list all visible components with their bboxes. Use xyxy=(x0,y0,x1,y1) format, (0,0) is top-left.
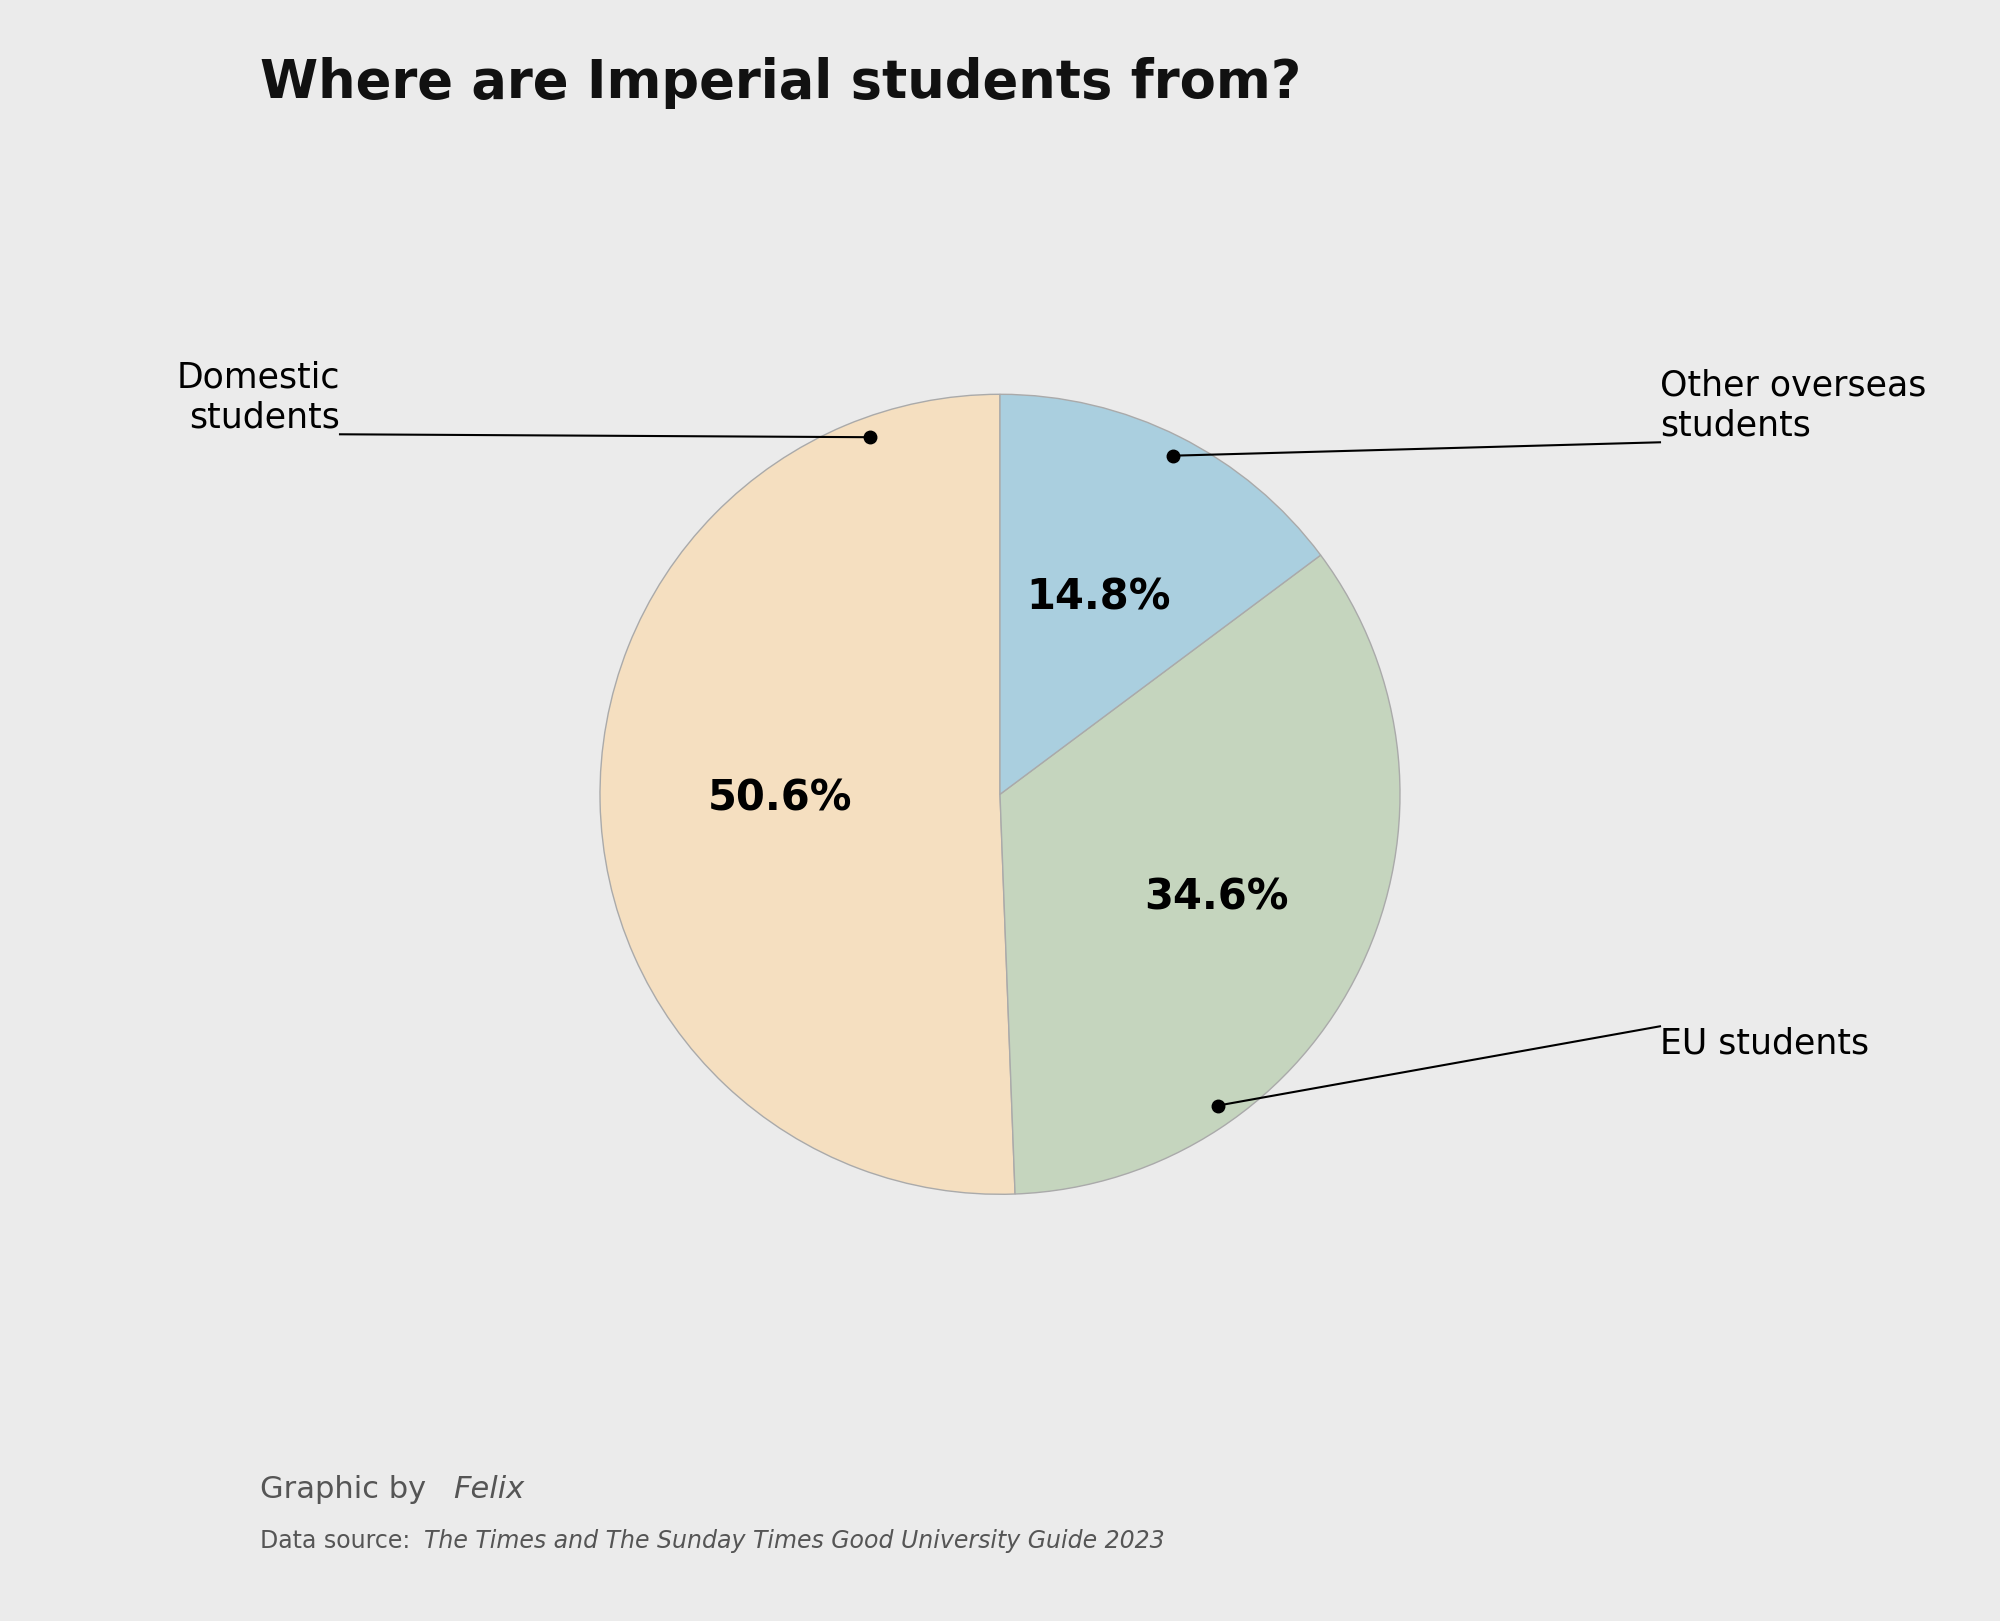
Text: Where are Imperial students from?: Where are Imperial students from? xyxy=(260,57,1302,109)
Text: 50.6%: 50.6% xyxy=(708,778,852,820)
Text: 14.8%: 14.8% xyxy=(1026,577,1170,619)
Text: The Times and The Sunday Times Good University Guide 2023: The Times and The Sunday Times Good Univ… xyxy=(424,1529,1164,1553)
Text: 34.6%: 34.6% xyxy=(1144,877,1288,919)
Text: EU students: EU students xyxy=(1660,1026,1870,1060)
Wedge shape xyxy=(600,394,1016,1195)
Text: Data source:: Data source: xyxy=(260,1529,418,1553)
Wedge shape xyxy=(1000,554,1400,1195)
Text: Graphic by: Graphic by xyxy=(260,1475,436,1504)
Text: Domestic
students: Domestic students xyxy=(176,361,340,434)
Text: Other overseas
students: Other overseas students xyxy=(1660,370,1926,443)
Text: Felix: Felix xyxy=(454,1475,524,1504)
Wedge shape xyxy=(1000,394,1320,794)
